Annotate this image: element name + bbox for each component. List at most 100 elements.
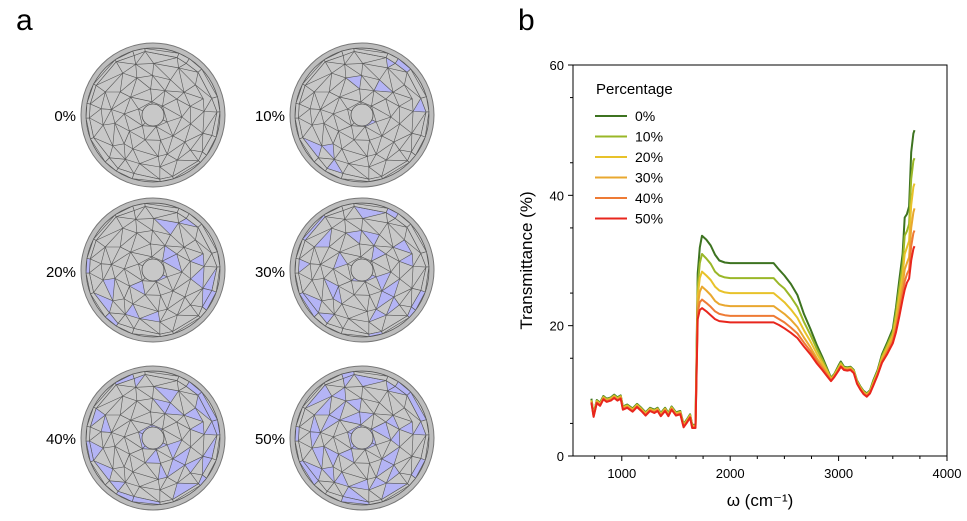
filled-cell: [345, 75, 362, 90]
empty-cell: [166, 135, 186, 155]
empty-cell: [102, 445, 116, 470]
empty-cell: [385, 141, 400, 162]
plot-frame: [572, 64, 948, 457]
empty-cell: [361, 62, 389, 81]
filled-cell: [189, 253, 205, 267]
y-axis-label: Transmittance (%): [517, 191, 536, 329]
empty-cell: [340, 173, 370, 182]
empty-cell: [331, 63, 347, 79]
empty-cell: [102, 122, 116, 147]
empty-cell: [176, 464, 191, 485]
empty-cell: [161, 98, 183, 118]
empty-cell: [166, 271, 183, 292]
percentage-label: 0%: [54, 108, 76, 125]
empty-cell: [114, 277, 130, 300]
filled-cell: [323, 277, 339, 300]
empty-cell: [340, 328, 370, 337]
chart-legend: Percentage 0% 10% 20% 30% 40% 50%: [595, 81, 673, 227]
empty-cell: [309, 245, 321, 265]
y-tick-label: 60: [550, 58, 564, 73]
empty-cell: [373, 234, 394, 248]
series-line: [590, 208, 916, 428]
empty-cell: [361, 385, 389, 404]
empty-cell: [343, 218, 364, 232]
legend-label: 30%: [635, 170, 663, 186]
empty-cell: [138, 478, 161, 491]
empty-cell: [319, 264, 334, 279]
filled-cell: [345, 230, 362, 245]
empty-cell: [313, 72, 333, 93]
empty-cell: [123, 251, 139, 270]
empty-cell: [110, 432, 125, 447]
empty-cell: [144, 280, 161, 296]
empty-cell: [181, 260, 192, 280]
filled-cell: [189, 421, 205, 435]
filled-cell: [345, 398, 362, 413]
empty-cell: [332, 113, 353, 132]
empty-cell: [341, 139, 369, 157]
empty-cell: [161, 421, 183, 441]
empty-cell: [399, 433, 414, 457]
empty-cell: [341, 294, 369, 312]
filled-cell: [183, 407, 204, 423]
tessellation-disc: [287, 363, 437, 513]
empty-cell: [112, 466, 126, 484]
empty-cell: [343, 63, 364, 77]
filled-cell: [161, 253, 183, 273]
empty-cell: [136, 398, 153, 413]
filled-cell: [138, 310, 161, 323]
empty-cell: [138, 155, 161, 168]
empty-cell: [176, 414, 191, 430]
disc-graphic: [289, 42, 435, 188]
empty-cell: [132, 294, 160, 312]
filled-cell: [311, 445, 325, 470]
percentage-label: 20%: [45, 264, 76, 281]
filled-cell: [144, 448, 161, 464]
filled-cell: [385, 296, 400, 317]
empty-cell: [392, 407, 413, 423]
empty-cell: [366, 139, 377, 157]
empty-cell: [181, 428, 192, 448]
filled-cell: [368, 308, 387, 323]
empty-cell: [114, 122, 130, 145]
empty-cell: [328, 76, 347, 98]
empty-cell: [122, 63, 138, 79]
filled-cell: [375, 458, 395, 478]
empty-cell: [328, 231, 347, 253]
empty-cell: [123, 113, 144, 132]
empty-cell: [319, 109, 334, 124]
empty-cell: [100, 90, 112, 110]
legend-label: 0%: [635, 108, 655, 124]
empty-cell: [150, 243, 166, 258]
disc-graphic: [289, 365, 435, 511]
filled-cell: [152, 217, 180, 236]
series-line: [590, 230, 916, 429]
filled-cell: [331, 386, 347, 402]
empty-cell: [341, 462, 369, 480]
empty-cell: [332, 436, 353, 455]
filled-cell: [166, 439, 183, 460]
empty-cell: [157, 294, 168, 312]
empty-cell: [309, 90, 321, 110]
series-lines: [590, 129, 916, 429]
empty-cell: [311, 122, 325, 147]
empty-cell: [333, 303, 350, 320]
empty-cell: [131, 173, 161, 182]
filled-cell: [398, 421, 414, 435]
disc-graphic: [80, 42, 226, 188]
filled-cell: [102, 277, 116, 302]
empty-cell: [132, 139, 160, 157]
filled-cell: [313, 227, 333, 248]
filled-cell: [375, 290, 395, 310]
empty-cell: [359, 88, 375, 103]
empty-cell: [85, 103, 91, 119]
empty-cell: [159, 153, 178, 168]
legend-title: Percentage: [596, 81, 673, 98]
empty-cell: [353, 125, 370, 141]
empty-cell: [181, 105, 192, 125]
empty-cell: [370, 253, 392, 273]
empty-cell: [190, 433, 205, 457]
disc-graphic: [289, 197, 435, 343]
empty-cell: [100, 245, 112, 265]
filled-cell: [321, 143, 335, 161]
